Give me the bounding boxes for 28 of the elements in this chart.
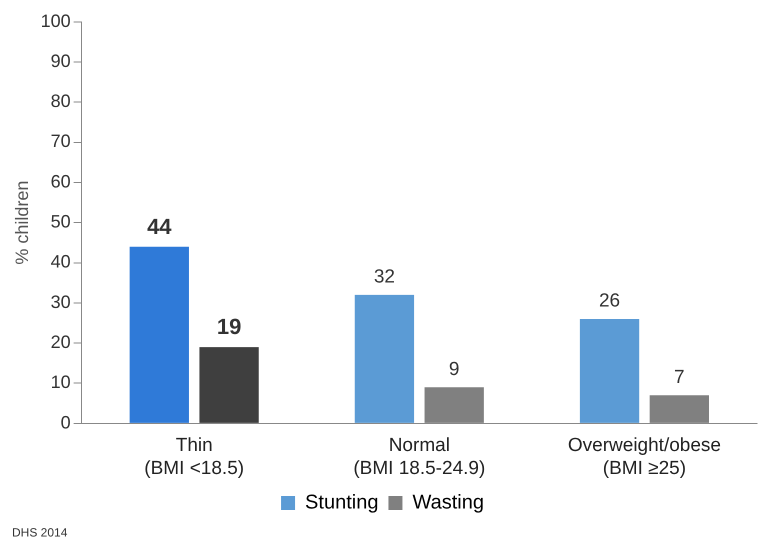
x-tick-label: Normal (BMI 18.5-24.9) bbox=[353, 435, 486, 479]
y-tick-label: 90 bbox=[50, 50, 71, 71]
y-tick-label: 60 bbox=[50, 171, 71, 192]
text: DHS 2014 bbox=[12, 525, 68, 540]
data-label: 19 bbox=[216, 314, 242, 340]
y-tick-label: 80 bbox=[50, 91, 71, 112]
y-axis-title: % children bbox=[12, 180, 32, 265]
x-tick-label: Thin (BMI <18.5) bbox=[144, 435, 244, 479]
legend-label: Wasting bbox=[412, 492, 484, 514]
data-label: 44 bbox=[147, 214, 172, 239]
bar bbox=[199, 347, 259, 423]
data-label: 26 bbox=[598, 290, 620, 312]
bar bbox=[580, 318, 640, 423]
y-tick-label: 20 bbox=[50, 332, 71, 352]
x-tick-label: Overweight/obese (BMI ≥25) bbox=[568, 435, 722, 479]
legend-label: Stunting bbox=[305, 492, 378, 514]
y-tick-label: 100 bbox=[40, 10, 71, 31]
data-label: 7 bbox=[674, 367, 685, 388]
bar bbox=[130, 246, 189, 423]
y-tick-label: 70 bbox=[50, 131, 71, 152]
y-tick-label: 10 bbox=[50, 372, 71, 392]
bar bbox=[354, 294, 414, 423]
y-tick-label: 30 bbox=[50, 292, 71, 312]
data-label: 9 bbox=[448, 358, 460, 380]
y-tick-label: 0 bbox=[60, 412, 71, 432]
y-tick-label: 40 bbox=[50, 252, 71, 272]
data-label: 32 bbox=[374, 266, 395, 288]
y-tick-label: 50 bbox=[50, 212, 71, 232]
